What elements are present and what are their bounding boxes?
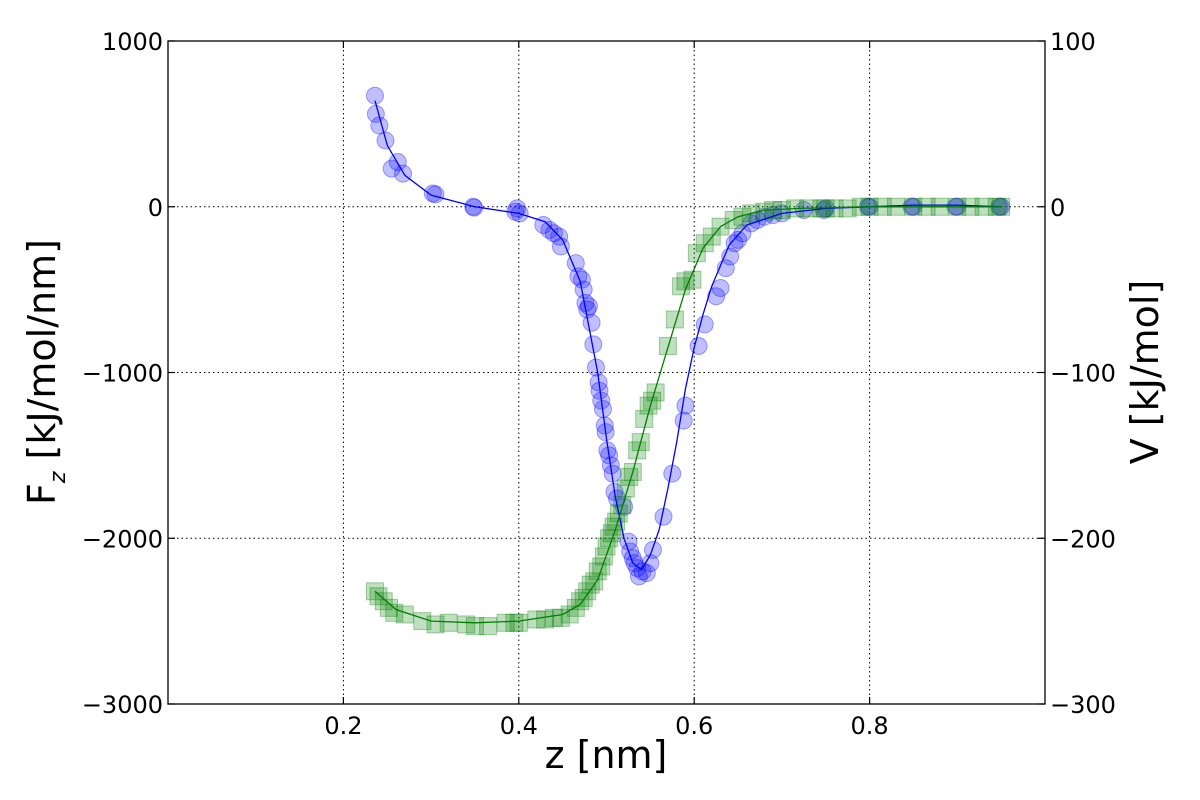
x-axis-title: z [nm] (545, 733, 668, 777)
force-point (540, 220, 559, 239)
force-point (676, 396, 695, 415)
series-force-points (365, 86, 1011, 586)
potential-point (733, 207, 752, 226)
potential-point (395, 605, 414, 624)
potential-point (594, 547, 613, 566)
force-point (365, 86, 384, 105)
force-point (725, 234, 744, 253)
force-point (623, 549, 642, 568)
potential-point (380, 598, 399, 617)
potential-point (496, 613, 515, 632)
y-left-title-sub: z (46, 471, 71, 484)
force-point (388, 152, 407, 171)
force-point (423, 184, 442, 203)
potential-point (426, 615, 445, 634)
potential-fit-line (374, 206, 1002, 624)
force-point (382, 159, 401, 178)
force-point (426, 185, 445, 204)
x-tick-label: 0.4 (500, 712, 538, 740)
force-point (764, 206, 783, 225)
force-point (643, 540, 662, 559)
y-left-tick-label: −3000 (82, 691, 163, 719)
force-point (674, 411, 693, 430)
series-curves (374, 100, 1002, 624)
potential-point (439, 613, 458, 632)
potential-point (581, 575, 600, 594)
potential-point (536, 610, 555, 629)
potential-point (628, 441, 647, 460)
force-point (586, 358, 605, 377)
potential-point (465, 617, 484, 636)
force-point (695, 315, 714, 334)
grid (168, 41, 1045, 704)
potential-point (571, 592, 590, 611)
x-tick-label: 0.6 (675, 712, 713, 740)
potential-point (374, 592, 393, 611)
force-point (544, 224, 563, 243)
y-left-title-main: F (20, 483, 64, 505)
force-point (579, 297, 598, 316)
force-point (729, 230, 748, 249)
y-left-tick-label: −2000 (82, 525, 163, 553)
y-right-tick-label: −100 (1050, 360, 1116, 388)
force-fit-line (374, 100, 1002, 571)
y-left-tick-label: −1000 (82, 360, 163, 388)
potential-point (369, 587, 388, 606)
y-right-tick-label: −300 (1050, 691, 1116, 719)
potential-point (724, 211, 743, 230)
y-left-tick-label: 0 (148, 194, 163, 222)
potential-point (505, 613, 524, 632)
potential-point (457, 615, 476, 634)
force-point (621, 542, 640, 561)
potential-point (695, 234, 714, 253)
potential-point (578, 582, 597, 601)
potential-point (592, 557, 611, 576)
ticks (168, 40, 1045, 705)
force-point (534, 215, 553, 234)
y-right-tick-label: 0 (1050, 194, 1065, 222)
x-tick-label: 0.8 (851, 712, 889, 740)
potential-point (607, 512, 626, 531)
force-point (711, 278, 730, 297)
y-right-tick-label: −200 (1050, 525, 1116, 553)
y-axis-left-title: Fz [kJ/mol/nm] (20, 239, 71, 505)
tick-labels: 0.2 0.4 0.6 0.810000−1000−2000−30001000−100… (82, 28, 1116, 740)
potential-point (646, 383, 665, 402)
x-tick-label: 0.2 (324, 712, 362, 740)
y-right-tick-label: 100 (1050, 28, 1096, 56)
y-left-title-rest: [kJ/mol/nm] (20, 239, 64, 471)
potential-point (479, 617, 498, 636)
force-point (394, 164, 413, 183)
force-point (707, 287, 726, 306)
force-point (615, 497, 634, 516)
force-point (582, 313, 601, 332)
potential-point (509, 613, 528, 632)
force-point (733, 224, 752, 243)
y-axis-right-title: V [kJ/mol] (1123, 280, 1167, 465)
potential-point (544, 608, 563, 627)
y-left-tick-label: 1000 (102, 28, 163, 56)
potential-point (665, 310, 684, 329)
force-point (551, 237, 570, 256)
force-point (689, 336, 708, 355)
potential-point (385, 603, 404, 622)
